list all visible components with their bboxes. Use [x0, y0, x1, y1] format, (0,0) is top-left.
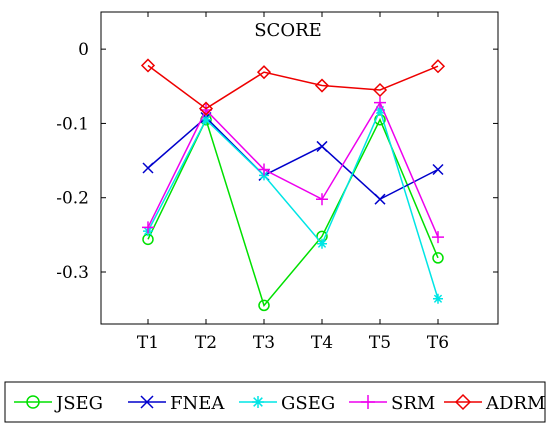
y-tick-label: -0.2 [56, 189, 89, 209]
plus-marker [374, 96, 386, 109]
plot-frame [100, 11, 499, 325]
legend-label: FNEA [170, 393, 225, 414]
x-tick-label: T6 [427, 333, 449, 353]
diamond-marker [372, 82, 388, 98]
x-marker [432, 163, 444, 176]
series-srm [142, 96, 444, 244]
asterisk-marker [375, 105, 385, 116]
y-tick-label: -0.3 [56, 263, 89, 283]
circle-marker [26, 395, 40, 409]
y-tick-label: -0.1 [56, 114, 89, 134]
legend-item-gseg: GSEG [239, 393, 335, 414]
diamond-marker [198, 101, 214, 116]
circle-marker [432, 252, 444, 264]
plus-marker [142, 221, 154, 234]
series-line [147, 64, 439, 110]
diamond-marker [256, 65, 272, 80]
plus-marker [316, 193, 328, 206]
diamond-marker [140, 58, 156, 73]
plus-marker [432, 231, 444, 244]
legend-label: JSEG [54, 393, 103, 414]
series-gseg [143, 105, 443, 304]
diamond-marker [454, 393, 472, 411]
series-layer [140, 58, 446, 312]
asterisk-marker [433, 293, 443, 304]
legend-label: SRM [391, 393, 435, 414]
x-tick-label: T2 [195, 333, 217, 353]
series-adrm [140, 58, 446, 116]
y-tick-label: 0 [78, 40, 89, 60]
legend: JSEG FNEA GSEG SRM ADRM [4, 381, 546, 423]
x-marker [374, 193, 386, 205]
chart-title: SCORE [254, 20, 322, 41]
legend-item-jseg: JSEG [14, 393, 103, 414]
x-tick-label: T5 [369, 333, 391, 353]
circle-marker [258, 299, 270, 312]
legend-label: GSEG [281, 393, 335, 414]
plot-area [100, 11, 499, 325]
x-tick-label: T3 [253, 333, 275, 353]
legend-label: ADRM [485, 393, 545, 414]
legend-item-srm: SRM [349, 393, 435, 414]
plus-marker [361, 395, 375, 409]
series-line [147, 116, 439, 201]
x-marker [142, 162, 154, 174]
diamond-marker [430, 59, 446, 74]
x-marker [140, 395, 154, 409]
series-line [147, 100, 439, 238]
x-tick-label: T1 [137, 333, 159, 353]
asterisk-marker [201, 114, 211, 125]
axis-ticks: 0 -0.1 -0.2 -0.3 T1 T2 T3 T4 T5 T6 [56, 12, 498, 353]
x-tick-label: T4 [311, 333, 333, 353]
plus-marker [258, 163, 270, 176]
series-line [147, 107, 439, 299]
diamond-marker [314, 78, 330, 93]
asterisk-marker [252, 396, 264, 408]
x-marker [316, 140, 328, 152]
legend-item-adrm: ADRM [444, 393, 545, 414]
asterisk-marker [317, 238, 327, 249]
legend-item-fnea: FNEA [128, 393, 225, 414]
